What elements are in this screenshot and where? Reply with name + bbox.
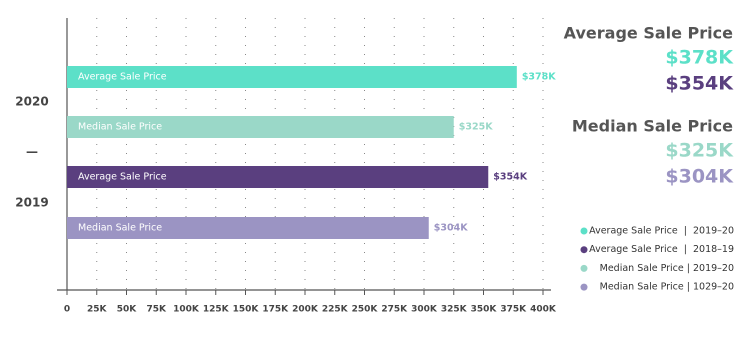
bar [67, 166, 489, 188]
legend-label: Average Sale Price | 2019–20 [589, 226, 734, 237]
summary-value: $378K [665, 47, 734, 69]
x-tick-label: 250K [352, 305, 379, 315]
group-label: 2020 [15, 95, 48, 109]
legend-swatch [580, 246, 588, 254]
x-tick-label: 200K [292, 305, 319, 315]
legend-label: Median Sale Price | 1029–20 [600, 282, 734, 293]
value-label: $378K [522, 72, 556, 83]
bar-label: Average Sale Price [78, 172, 167, 183]
value-label: $325K [459, 122, 493, 133]
x-tick-label: 25K [87, 305, 108, 315]
bar [67, 66, 517, 88]
legend-label: Median Sale Price | 2019–20 [600, 263, 734, 274]
x-tick-label: 125K [203, 305, 230, 315]
value-label: $304K [434, 223, 468, 234]
x-tick-label: 0 [64, 305, 70, 315]
x-tick-label: 75K [147, 305, 168, 315]
x-tick-label: 50K [117, 305, 138, 315]
x-tick-label: 150K [233, 305, 260, 315]
summary-value: $325K [665, 140, 734, 162]
legend-swatch [580, 283, 588, 291]
summary-value: $304K [665, 166, 734, 188]
bar-label: Median Sale Price [78, 223, 162, 234]
group-label: 2019 [15, 196, 48, 210]
x-tick-label: 375K [500, 305, 527, 315]
x-tick-label: 175K [262, 305, 289, 315]
x-tick-label: 275K [381, 305, 408, 315]
bar [67, 217, 429, 239]
x-tick-label: 300K [411, 305, 438, 315]
bar [67, 116, 454, 138]
summary-heading: Median Sale Price [572, 117, 733, 136]
x-tick-label: 350K [471, 305, 498, 315]
value-label: $354K [493, 172, 527, 183]
summary-heading: Average Sale Price [564, 24, 733, 43]
x-tick-label: 100K [173, 305, 200, 315]
x-tick-label: 225K [322, 305, 349, 315]
x-tick-label: 325K [441, 305, 468, 315]
bar-label: Median Sale Price [78, 122, 162, 133]
x-tick-label: 400K [530, 305, 557, 315]
legend-label: Average Sale Price | 2018–19 [589, 244, 734, 255]
group-label: — [26, 145, 38, 159]
bar-label: Average Sale Price [78, 72, 167, 83]
legend-swatch [580, 227, 588, 235]
summary-value: $354K [665, 73, 734, 95]
legend-swatch [580, 264, 588, 272]
